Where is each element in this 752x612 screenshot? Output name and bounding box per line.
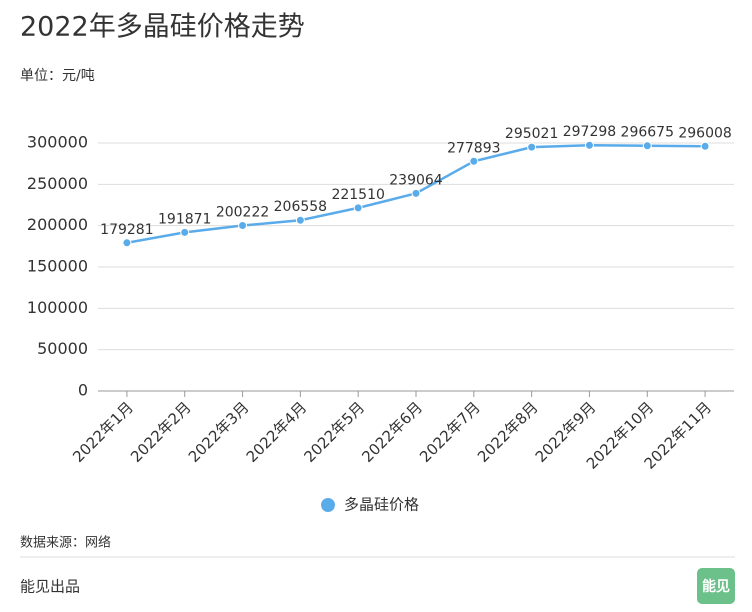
point	[469, 156, 479, 166]
point	[700, 141, 710, 151]
point	[642, 141, 652, 151]
source: 数据来源：网络	[20, 535, 111, 551]
subtitle: 单位：元/吨	[20, 68, 95, 84]
point	[122, 238, 132, 248]
y-tick-label: 200000	[27, 215, 88, 234]
point	[295, 215, 305, 225]
point	[180, 227, 190, 237]
data-label: 206558	[274, 199, 327, 215]
legend-marker	[321, 498, 335, 512]
logo-box	[697, 568, 735, 604]
data-label: 221510	[331, 187, 384, 203]
data-label: 277893	[447, 140, 500, 156]
point	[584, 140, 594, 150]
data-label: 200222	[216, 204, 269, 220]
point	[238, 220, 248, 230]
data-label: 295021	[505, 126, 558, 142]
legend-label: 多晶硅价格	[344, 496, 419, 514]
y-tick-label: 100000	[27, 298, 88, 317]
chart-title: 2022年多晶硅价格走势	[20, 12, 305, 43]
data-label: 179281	[100, 222, 153, 238]
data-label: 296675	[621, 125, 674, 141]
y-tick-label: 50000	[37, 339, 88, 358]
point	[353, 203, 363, 213]
logo: 能见	[702, 578, 730, 595]
data-label: 239064	[389, 172, 443, 188]
y-tick-label: 0	[78, 381, 88, 400]
y-tick-label: 250000	[27, 174, 88, 193]
data-label: 191871	[158, 211, 211, 227]
y-tick-label: 300000	[27, 133, 88, 152]
data-label: 296008	[678, 125, 731, 141]
y-tick-label: 150000	[27, 257, 88, 276]
credit: 能见出品	[20, 578, 80, 596]
point	[411, 188, 421, 198]
point	[527, 142, 537, 152]
data-label: 297298	[563, 124, 616, 140]
